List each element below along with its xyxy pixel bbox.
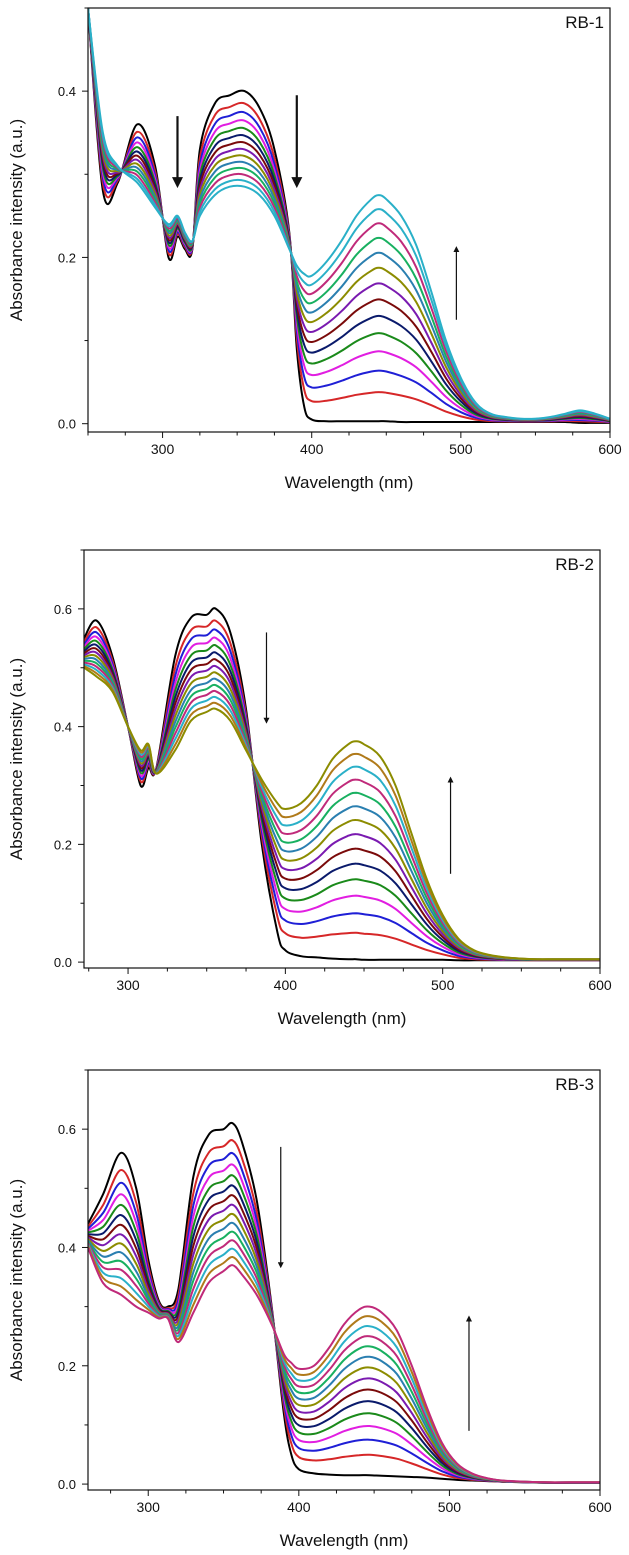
y-tick-label: 0.6 [58,1122,76,1137]
y-axis-label: Absorbance intensity (a.u.) [7,119,26,321]
x-tick-label: 400 [287,1499,311,1515]
series-line-6 [84,643,600,961]
plot-frame [87,7,611,433]
y-tick-label: 0.0 [58,1477,76,1492]
series-line-5 [88,1174,600,1484]
x-tick-label: 500 [449,441,473,457]
series-line-2 [88,8,610,424]
y-tick-label: 0.0 [54,955,72,970]
x-tick-label: 300 [116,977,140,993]
x-tick-label: 400 [300,441,324,457]
y-tick-label: 0.0 [58,417,76,432]
plot-frame [83,549,601,969]
series-line-5 [88,8,610,423]
x-tick-label: 600 [588,977,612,993]
series-line-6 [88,8,610,422]
y-tick-label: 0.6 [54,602,72,617]
x-tick-label: 500 [431,977,455,993]
series-line-5 [84,639,600,961]
chart-3: 300 400 500 600 0.0 0.2 0.4 0.6 Wavelength (nm) A… [7,1069,612,1550]
series-line-8 [88,8,610,422]
x-tick-label: 300 [151,441,175,457]
y-tick-label: 0.4 [58,84,76,99]
y-axis-label: Absorbance intensity (a.u.) [7,658,26,860]
series-line-8 [88,1203,600,1484]
y-tick-label: 0.2 [58,250,76,265]
x-tick-label: 600 [588,1499,612,1515]
series-line-9 [88,8,610,421]
chart-title: RB-3 [555,1075,594,1094]
y-tick-label: 0.4 [58,1240,76,1255]
series-line-13 [88,8,610,421]
series-line-15 [84,666,600,961]
series-line-3 [88,8,610,423]
series-line-14 [88,1245,600,1484]
x-tick-label: 600 [598,441,622,457]
series-line-4 [88,8,610,423]
series-line-9 [88,1212,600,1484]
series-line-10 [88,8,610,421]
series-line-1 [88,1121,600,1484]
y-tick-label: 0.4 [54,720,72,735]
x-tick-label: 500 [438,1499,462,1515]
series-line-12 [88,8,610,421]
y-tick-label: 0.2 [58,1359,76,1374]
chart-title: RB-1 [565,13,604,32]
chart-2: 300 400 500 600 0.0 0.2 0.4 0.6 Wavelength (nm) A… [7,549,612,1028]
series-group [88,1121,600,1484]
series-line-11 [88,8,610,421]
x-axis-label: Wavelength (nm) [280,1531,409,1550]
y-tick-label: 0.2 [54,837,72,852]
chart-1: 300 400 500 600 0.0 0.2 0.4 Wavelength (nm) Abso… [7,7,622,492]
series-line-14 [88,8,610,420]
series-line-7 [88,1194,600,1484]
series-line-7 [88,8,610,422]
series-line-1 [84,607,600,962]
series-line-13 [88,1244,600,1484]
chart-title: RB-2 [555,555,594,574]
series-line-2 [84,619,600,962]
series-line-3 [84,628,600,962]
series-line-15 [88,1247,600,1484]
plot-frame [87,1069,601,1491]
series-line-8 [84,650,600,961]
series-line-11 [88,1230,600,1484]
x-tick-label: 300 [137,1499,161,1515]
y-axis-label: Absorbance intensity (a.u.) [7,1179,26,1381]
x-axis-label: Wavelength (nm) [278,1009,407,1028]
x-tick-label: 400 [274,977,298,993]
series-line-7 [84,647,600,961]
x-axis-label: Wavelength (nm) [285,473,414,492]
series-group [84,607,600,962]
series-group [88,8,610,424]
